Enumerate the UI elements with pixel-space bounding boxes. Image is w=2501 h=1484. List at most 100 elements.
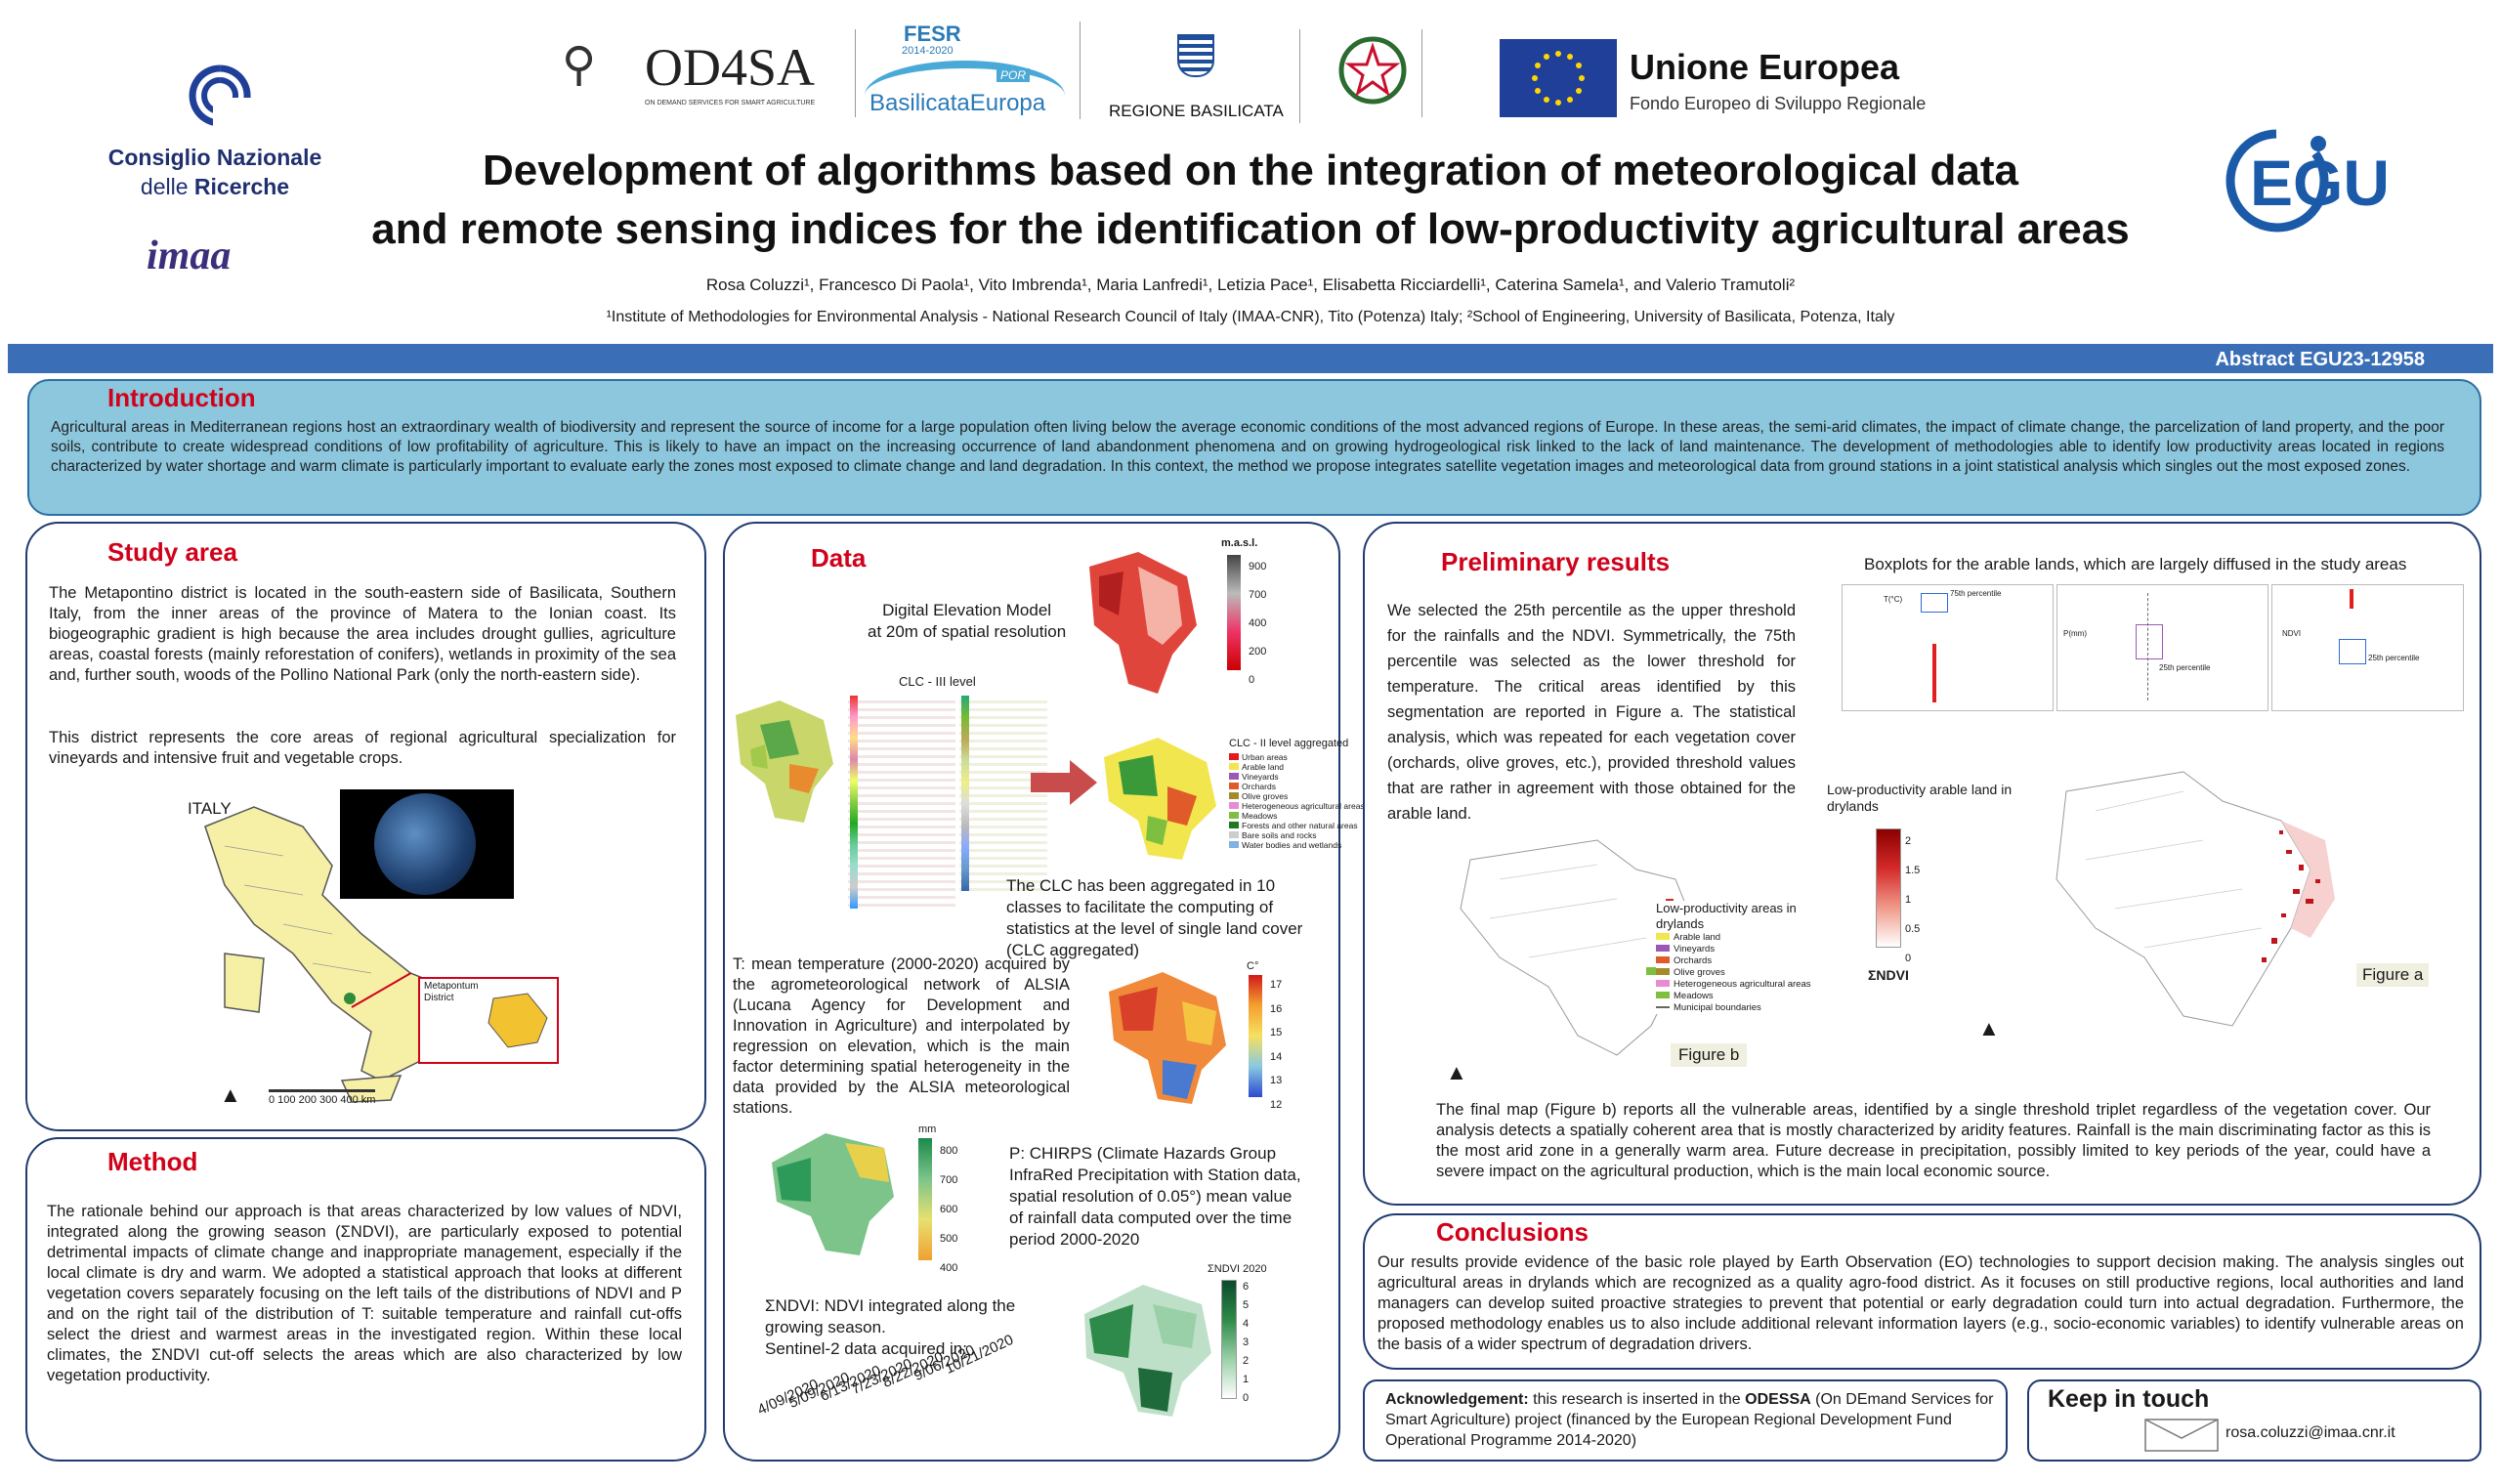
legend-heterogeneous: Heterogeneous agricultural areas: [1656, 979, 1810, 991]
ndvi-map: [1075, 1275, 1221, 1421]
ndvi-caption-1: ΣNDVI: NDVI integrated along the: [765, 1296, 1016, 1315]
clc3-legend-swatches-2: [961, 696, 969, 891]
cnr-name-line2-a: delle: [140, 174, 194, 199]
clc3-map: [731, 696, 838, 832]
dem-tick-0: 900: [1249, 561, 1267, 572]
eu-flag-icon: [1500, 39, 1617, 117]
box: [1921, 593, 1948, 613]
regione-shield-icon: [1177, 34, 1214, 77]
ndvi-ticks: 6 5 4 3 2 1 0: [1243, 1278, 1249, 1408]
regione-logo: REGIONE BASILICATA: [1089, 29, 1300, 123]
low-prod-title-1: Low-productivity arable land in: [1827, 782, 2013, 797]
clc2-legend-item-0: Urban areas: [1229, 752, 1365, 762]
legend-orchards: Orchards: [1656, 955, 1810, 967]
box-label-75: 75th percentile: [1950, 589, 2002, 598]
temperature-caption: T: mean temperature (2000-2020) acquired…: [733, 955, 1070, 1117]
inset-label: Metapontum District: [424, 981, 479, 1004]
p-tick-3: 500: [940, 1233, 958, 1245]
ndvi-tick-0: 6: [1243, 1281, 1250, 1293]
acknowledgement-text-b: (On DEmand Services for Smart Agricultur…: [1385, 1391, 1994, 1449]
ndvi-tick-3: 3: [1243, 1336, 1250, 1348]
acknowledgement-odessa: ODESSA: [1745, 1391, 1811, 1408]
od4sa-subtitle: ON DEMAND SERVICES FOR SMART AGRICULTURE: [645, 100, 816, 106]
study-area-text-1: The Metapontino district is located in t…: [49, 584, 676, 684]
acknowledgement-text: Acknowledgement: this research is insert…: [1385, 1389, 1996, 1451]
sigma-label: ΣNDVI: [1868, 967, 1909, 983]
north-arrow-icon: ▲: [220, 1082, 241, 1107]
ndvi-tick-2: 4: [1243, 1318, 1250, 1330]
method-panel: [25, 1137, 706, 1462]
globe-icon: [374, 793, 476, 895]
figure-b-label: Figure b: [1671, 1043, 1748, 1067]
ndvi-tick-1: 5: [1243, 1299, 1250, 1311]
ndvi-caption-2: growing season.: [765, 1318, 886, 1336]
ndvi-tick-4: 2: [1243, 1355, 1250, 1367]
acknowledgement-panel: [1363, 1379, 2008, 1462]
box-label-25: 25th percentile: [2368, 654, 2420, 662]
boxplot-precipitation: P(mm) 25th percentile: [2056, 584, 2268, 711]
fesr-por: POR: [996, 68, 1031, 82]
inset-label-2: District: [424, 993, 454, 1003]
legend-title-2: drylands: [1656, 916, 1705, 931]
dem-tick-4: 0: [1249, 674, 1255, 686]
figure-b-legend-title: Low-productivity areas in drylands: [1656, 901, 1810, 932]
clc3-legend-col2: [959, 696, 1047, 891]
acknowledgement-text-a: this research is inserted in the: [1528, 1391, 1746, 1408]
scale-bar: 0 100 200 300 400 km: [269, 1089, 376, 1107]
red-threshold-line: [2350, 589, 2353, 609]
conclusions-title: Conclusions: [1436, 1217, 1590, 1247]
legend-title-1: Low-productivity areas in: [1656, 901, 1797, 915]
north-arrow-icon: ▲: [1978, 1016, 2000, 1040]
t-tick-0: 17: [1270, 979, 1283, 991]
conclusions-text: Our results provide evidence of the basi…: [1378, 1253, 2464, 1353]
box: [2339, 639, 2366, 664]
sigma-tick-3: 0.5: [1905, 923, 1921, 935]
italy-emblem-icon: [1334, 29, 1422, 117]
results-final-text: The final map (Figure b) reports all the…: [1436, 1101, 2431, 1180]
abstract-id: Abstract EGU23-12958: [2215, 349, 2425, 370]
clc2-legend-item-3: Orchards: [1229, 782, 1365, 791]
dem-caption-2: at 20m of spatial resolution: [868, 622, 1067, 641]
sigma-tick-0: 2: [1905, 835, 1912, 847]
legend-meadows: Meadows: [1656, 991, 1810, 1002]
fesr-wave: [865, 61, 1065, 96]
dem-colorbar: [1227, 555, 1241, 670]
title-line-2: and remote sensing indices for the ident…: [371, 205, 2130, 253]
egu-text: EGU: [2250, 147, 2391, 219]
p-tick-4: 400: [940, 1262, 958, 1274]
dem-caption-1: Digital Elevation Model: [882, 601, 1052, 619]
legend-arable: Arable land: [1656, 932, 1810, 944]
sigma-ticks: 2 1.5 1 0.5 0: [1905, 827, 1920, 973]
globe-image: [340, 789, 514, 899]
precipitation-caption: P: CHIRPS (Climate Hazards Group InfraRe…: [1009, 1144, 1301, 1249]
clc2-legend-item-6: Meadows: [1229, 811, 1365, 821]
cnr-name-line2: delle Ricerche: [78, 172, 352, 201]
figure-b-legend: Low-productivity areas in drylands Arabl…: [1656, 901, 1811, 1014]
boxplot-axis-label: NDVI: [2282, 629, 2302, 638]
egu-logo: EGU: [2203, 122, 2390, 239]
poster-title: Development of algorithms based on the i…: [352, 142, 2149, 259]
box-label-25: 25th percentile: [2159, 663, 2211, 672]
sigma-colorbar: [1876, 828, 1901, 948]
dem-unit: m.a.s.l.: [1221, 537, 1258, 549]
results-title: Preliminary results: [1441, 547, 1671, 576]
t-tick-3: 14: [1270, 1050, 1283, 1063]
od4sa-logo: ⚲ OD4SA ON DEMAND SERVICES FOR SMART AGR…: [562, 29, 856, 117]
boxplot-axis-label: P(mm): [2063, 629, 2087, 638]
fesr-region: BasilicataEuropa: [869, 90, 1046, 116]
p-tick-0: 800: [940, 1145, 958, 1157]
north-arrow-icon: ▲: [1446, 1060, 1467, 1084]
ndvi-tick-6: 0: [1243, 1392, 1250, 1404]
clc2-legend-item-5: Heterogeneous agricultural areas: [1229, 801, 1365, 811]
contact-email[interactable]: rosa.coluzzi@imaa.cnr.it: [2225, 1424, 2395, 1441]
study-area-text-2: This district represents the core areas …: [49, 729, 676, 767]
sigma-tick-2: 1: [1905, 894, 1912, 906]
dem-tick-2: 400: [1249, 617, 1267, 629]
boxplot-ndvi: NDVI 25th percentile: [2271, 584, 2464, 711]
cnr-name-line1: Consiglio Nazionale: [107, 145, 322, 170]
p-tick-2: 600: [940, 1204, 958, 1215]
introduction-panel: [27, 379, 2481, 516]
dem-map: [1080, 547, 1207, 703]
contact-title: Keep in touch: [2048, 1385, 2210, 1413]
clc2-map: [1099, 728, 1226, 865]
